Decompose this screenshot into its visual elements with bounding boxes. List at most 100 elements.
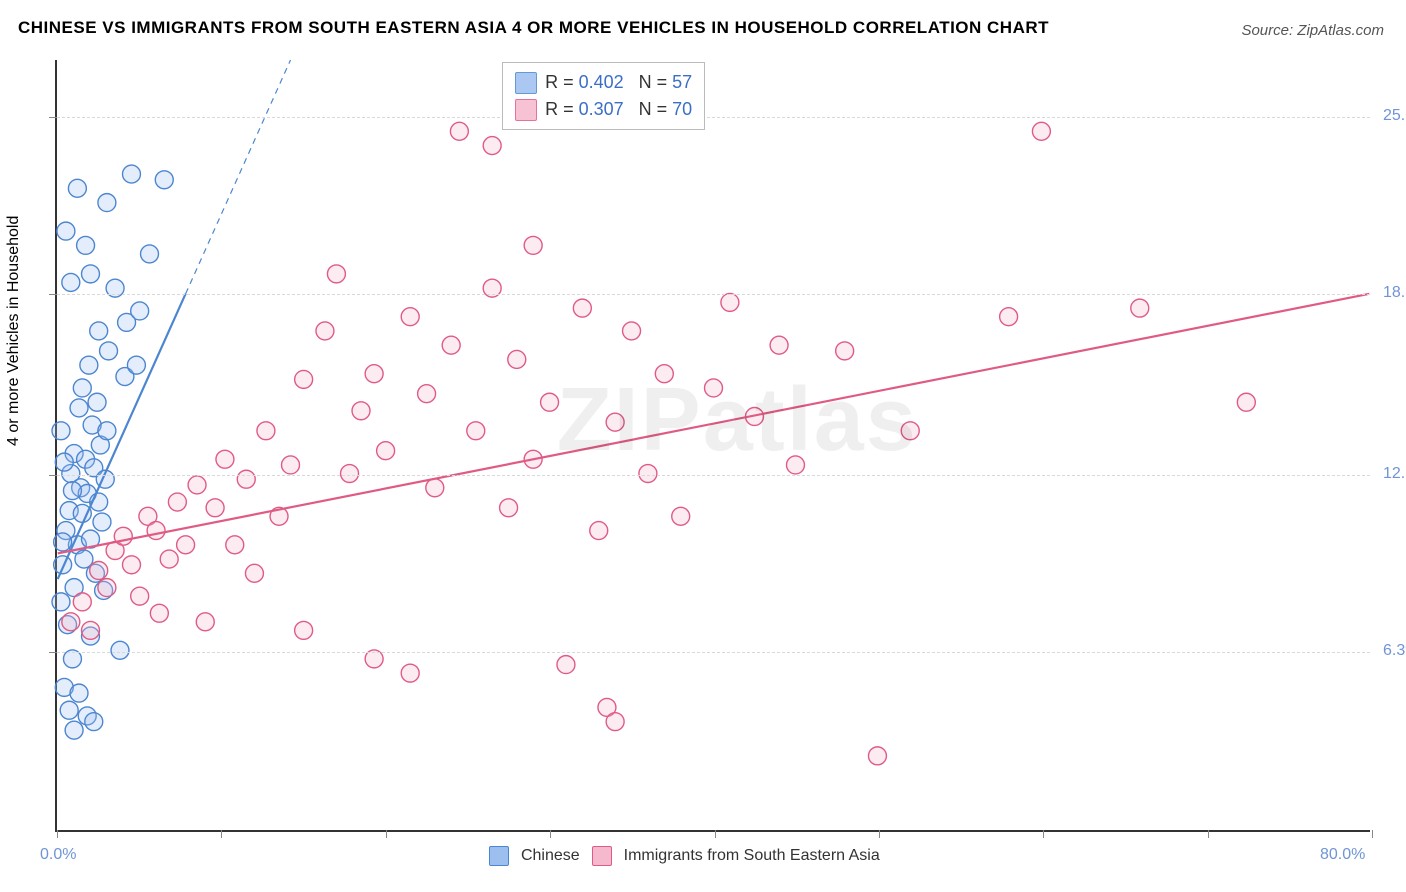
scatter-point [257, 422, 275, 440]
legend-series-label: Chinese [521, 847, 580, 865]
scatter-point [655, 365, 673, 383]
scatter-point [93, 513, 111, 531]
scatter-point [131, 587, 149, 605]
scatter-point [483, 137, 501, 155]
scatter-point [80, 356, 98, 374]
scatter-point [77, 236, 95, 254]
scatter-point [160, 550, 178, 568]
y-tick-label: 18.8% [1375, 284, 1406, 302]
scatter-point [70, 684, 88, 702]
x-axis-min-label: 0.0% [40, 846, 76, 864]
y-tick [49, 294, 57, 295]
scatter-point [557, 656, 575, 674]
scatter-point [168, 493, 186, 511]
scatter-point [73, 593, 91, 611]
scatter-point [365, 365, 383, 383]
scatter-point [62, 273, 80, 291]
legend-row: R = 0.307 N = 70 [515, 96, 692, 123]
legend-swatch [515, 72, 537, 94]
scatter-point [188, 476, 206, 494]
y-axis-label: 4 or more Vehicles in Household [5, 216, 23, 446]
scatter-point [352, 402, 370, 420]
scatter-point [401, 308, 419, 326]
scatter-point [1032, 122, 1050, 140]
x-tick [221, 830, 222, 838]
scatter-point [705, 379, 723, 397]
scatter-point [672, 507, 690, 525]
legend-stat-text: R = 0.307 N = 70 [545, 96, 692, 123]
scatter-point [295, 621, 313, 639]
trend-line-dashed [186, 60, 291, 294]
scatter-point [90, 322, 108, 340]
scatter-point [98, 422, 116, 440]
y-tick [49, 475, 57, 476]
scatter-point [901, 422, 919, 440]
scatter-point [226, 536, 244, 554]
scatter-point [237, 470, 255, 488]
scatter-point [606, 413, 624, 431]
y-tick-label: 6.3% [1375, 642, 1406, 660]
scatter-point [123, 556, 141, 574]
scatter-point [216, 450, 234, 468]
scatter-point [90, 562, 108, 580]
scatter-point [868, 747, 886, 765]
legend-swatch [592, 846, 612, 866]
scatter-point [73, 504, 91, 522]
scatter-point [150, 604, 168, 622]
scatter-point [836, 342, 854, 360]
scatter-point [68, 179, 86, 197]
scatter-point [377, 442, 395, 460]
scatter-point [623, 322, 641, 340]
scatter-point [295, 370, 313, 388]
legend-swatch [515, 99, 537, 121]
scatter-point [770, 336, 788, 354]
y-tick-label: 12.5% [1375, 465, 1406, 483]
scatter-point [85, 713, 103, 731]
scatter-point [206, 499, 224, 517]
y-tick-label: 25.0% [1375, 107, 1406, 125]
scatter-point [442, 336, 460, 354]
scatter-point [245, 564, 263, 582]
scatter-point [1000, 308, 1018, 326]
x-axis-max-label: 80.0% [1320, 846, 1365, 864]
legend-swatch [489, 846, 509, 866]
scatter-point [590, 522, 608, 540]
scatter-point [721, 293, 739, 311]
scatter-point [541, 393, 559, 411]
scatter-point [316, 322, 334, 340]
scatter-point [341, 465, 359, 483]
scatter-point [500, 499, 518, 517]
scatter-point [786, 456, 804, 474]
scatter-point [327, 265, 345, 283]
scatter-point [88, 393, 106, 411]
scatter-point [418, 385, 436, 403]
scatter-point [155, 171, 173, 189]
trend-line [58, 294, 1370, 554]
scatter-point [82, 265, 100, 283]
scatter-point [426, 479, 444, 497]
correlation-legend: R = 0.402 N = 57R = 0.307 N = 70 [502, 62, 705, 130]
x-tick [1372, 830, 1373, 838]
scatter-point [1131, 299, 1149, 317]
scatter-point [60, 701, 78, 719]
scatter-point [100, 342, 118, 360]
scatter-point [52, 593, 70, 611]
scatter-point [401, 664, 419, 682]
scatter-point [54, 556, 72, 574]
scatter-point [98, 579, 116, 597]
scatter-point [196, 613, 214, 631]
plot-svg [57, 60, 1370, 830]
scatter-point [131, 302, 149, 320]
scatter-point [73, 379, 91, 397]
scatter-point [62, 613, 80, 631]
x-tick [1043, 830, 1044, 838]
scatter-point [177, 536, 195, 554]
scatter-point [55, 453, 73, 471]
scatter-point [147, 522, 165, 540]
scatter-point [98, 194, 116, 212]
scatter-point [127, 356, 145, 374]
gridline-h [57, 294, 1370, 295]
scatter-point [70, 399, 88, 417]
scatter-point [573, 299, 591, 317]
scatter-point [450, 122, 468, 140]
